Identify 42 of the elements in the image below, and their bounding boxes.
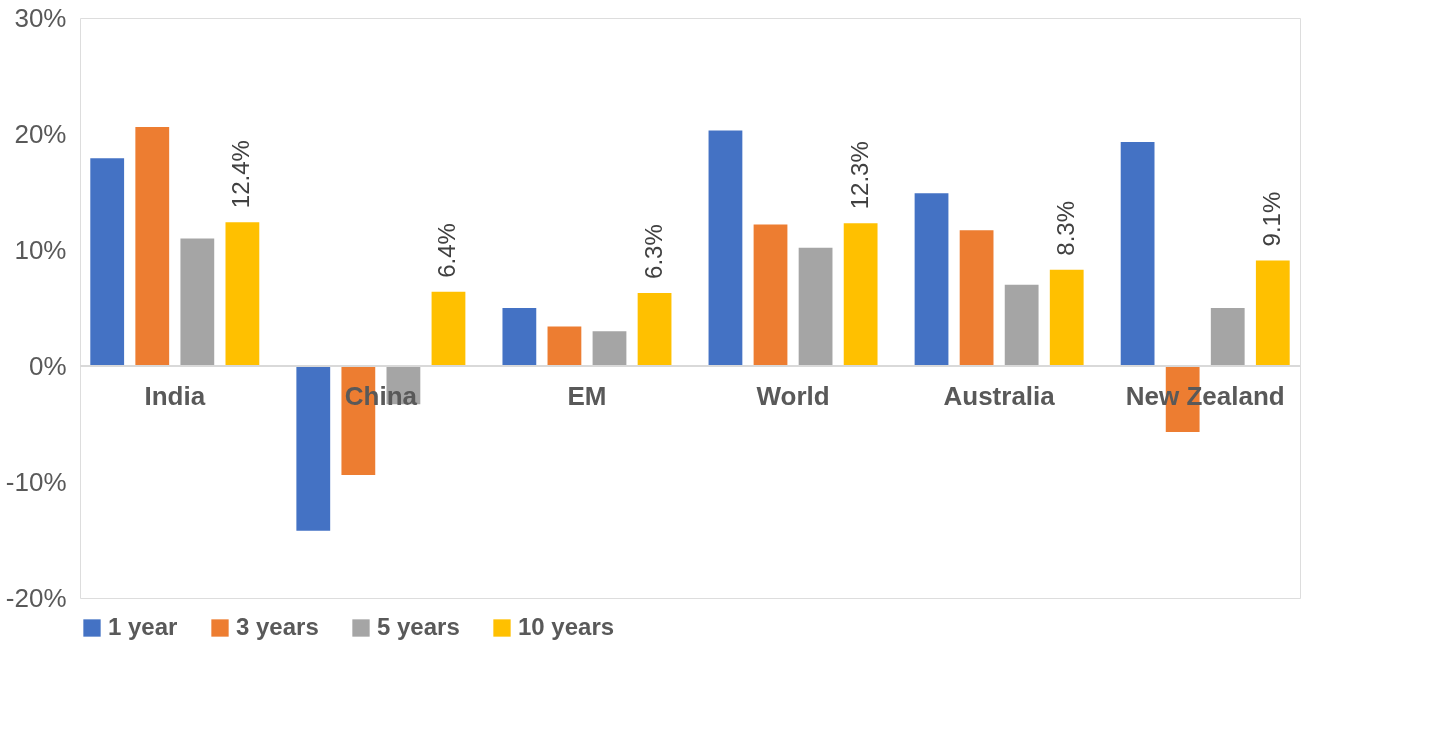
y-tick-label: 0% bbox=[28, 350, 67, 381]
y-tick-label: 20% bbox=[14, 118, 67, 149]
data-label: 6.4% bbox=[433, 223, 461, 278]
legend-label: 10 years bbox=[518, 613, 615, 640]
bar bbox=[1004, 284, 1039, 366]
data-label: 8.3% bbox=[1051, 201, 1079, 256]
bar bbox=[502, 308, 537, 366]
bar bbox=[708, 130, 743, 366]
x-tick-label: Australia bbox=[943, 380, 1056, 411]
bar bbox=[1049, 269, 1084, 366]
y-tick-label: -10% bbox=[5, 466, 67, 497]
bar bbox=[914, 193, 949, 366]
data-label: 12.4% bbox=[227, 140, 255, 209]
bar bbox=[296, 366, 331, 531]
bar bbox=[798, 247, 833, 366]
y-tick-label: 10% bbox=[14, 234, 67, 265]
bar bbox=[1120, 142, 1155, 366]
x-tick-label: EM bbox=[567, 380, 607, 411]
bar bbox=[753, 224, 788, 366]
legend-label: 3 years bbox=[236, 613, 319, 640]
bar bbox=[90, 158, 125, 366]
bar bbox=[843, 223, 878, 366]
y-tick-label: -20% bbox=[5, 582, 67, 613]
bar bbox=[1210, 308, 1245, 366]
bar bbox=[592, 331, 627, 366]
data-label: 6.3% bbox=[639, 224, 667, 279]
legend-label: 5 years bbox=[377, 613, 460, 640]
bar bbox=[959, 230, 994, 366]
x-tick-label: World bbox=[756, 380, 830, 411]
x-tick-label: China bbox=[344, 380, 418, 411]
bar bbox=[225, 222, 260, 366]
bar bbox=[1255, 260, 1290, 366]
bar bbox=[431, 291, 466, 366]
x-tick-label: India bbox=[144, 380, 206, 411]
y-tick-label: 30% bbox=[14, 2, 67, 33]
data-label: 9.1% bbox=[1257, 191, 1285, 247]
bar bbox=[135, 127, 170, 366]
bar bbox=[180, 238, 215, 366]
bar bbox=[637, 292, 672, 366]
bar bbox=[547, 326, 582, 366]
legend-label: 1 year bbox=[108, 613, 178, 640]
data-label: 12.3% bbox=[845, 141, 873, 210]
